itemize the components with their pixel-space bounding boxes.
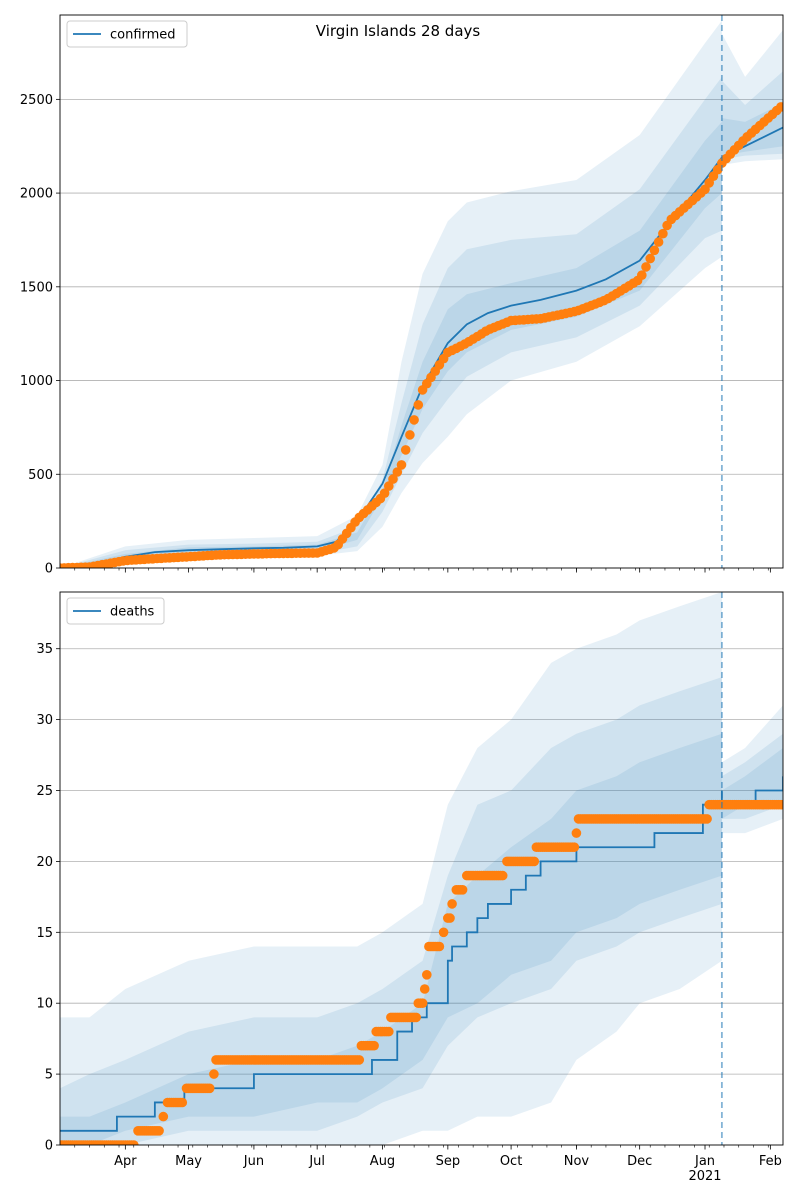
y-tick-label: 30 [36,713,53,728]
confidence-band [721,733,783,819]
legend: deaths [66,597,165,625]
data-point [158,1111,169,1122]
legend-label: deaths [110,605,155,620]
confidence-band [60,592,722,1145]
data-point [413,400,424,410]
y-tick-label: 20 [36,855,53,870]
x-year-label: 2021 [688,1169,721,1184]
data-point [204,1083,215,1094]
y-tick-label: 1500 [20,280,53,295]
y-tick-label: 1000 [20,374,53,389]
x-tick-label: Aug [370,1154,395,1169]
data-point [417,998,428,1008]
data-point [129,1140,139,1145]
y-tick-label: 25 [36,784,53,799]
data-point [637,270,647,281]
x-tick-label: Jan [694,1154,715,1169]
confidence-band [721,71,783,160]
x-tick-label: Sep [436,1154,461,1169]
confirmed-panel: 0 500 1000 1500 2000 2500 confirmed [20,14,784,577]
confidence-band [721,30,783,165]
data-point [392,467,403,477]
data-point [400,445,411,455]
legend: confirmed [66,20,188,48]
legend-box [66,20,188,48]
data-point [649,245,660,256]
deaths-panel: 0 5 10 15 20 25 30 35 Apr May Jun Jul Aug Sep Oct Nov De… [36,591,784,1184]
data-point [177,1097,188,1108]
data-point [447,899,457,909]
chart-title: Virgin Islands 28 days [316,22,481,40]
x-tick-label: Jun [243,1154,264,1169]
observed-points [60,102,783,568]
y-tick-label: 0 [45,1139,53,1154]
legend-box [66,597,165,625]
data-point [497,870,508,881]
x-tick-label: May [175,1154,202,1169]
axes-frame [59,591,784,1146]
data-point [379,488,390,499]
observed-points [60,799,783,1145]
data-point [409,415,419,425]
data-point [445,913,455,923]
legend-label: confirmed [110,28,176,43]
y-tick-label: 2000 [20,187,53,202]
axes-frame [59,14,784,569]
data-point [405,430,415,440]
data-point [778,799,783,810]
data-point [434,941,445,952]
confidence-band [60,20,722,568]
data-point [571,828,582,838]
confidence-band [60,76,722,568]
data-point [209,1069,219,1079]
x-tick-label: Oct [500,1154,522,1169]
data-point [529,856,540,867]
data-point [419,984,430,994]
data-point [569,842,580,852]
data-point [411,1012,422,1023]
data-point [369,1040,379,1051]
confidence-band [60,677,722,1145]
x-tick-label: Jul [308,1154,325,1169]
x-tick-label: Feb [759,1154,782,1169]
data-point [154,1126,164,1136]
data-point [354,1055,365,1065]
y-tick-label: 10 [36,997,53,1012]
data-point [384,1026,394,1037]
data-point [702,814,712,824]
y-tick-label: 2500 [20,93,53,108]
data-point [658,228,668,239]
plot-area [60,592,783,1145]
data-point [645,253,655,264]
data-point [776,102,783,112]
data-point [641,262,651,272]
data-point [422,970,432,980]
confidence-band [60,733,722,1145]
y-tick-label: 35 [36,642,53,657]
y-tick-label: 500 [28,468,53,483]
x-tick-label: Nov [564,1154,590,1169]
plot-area [60,20,783,568]
data-point [653,237,664,247]
y-tick-label: 5 [45,1068,53,1083]
data-point [388,474,398,484]
y-tick-label: 15 [36,926,53,941]
x-tick-label: Apr [114,1154,137,1169]
data-point [396,460,407,470]
data-point [457,885,468,895]
data-point [384,481,394,491]
y-tick-label: 0 [45,562,53,577]
data-point [438,927,449,938]
x-tick-label: Dec [627,1154,652,1169]
